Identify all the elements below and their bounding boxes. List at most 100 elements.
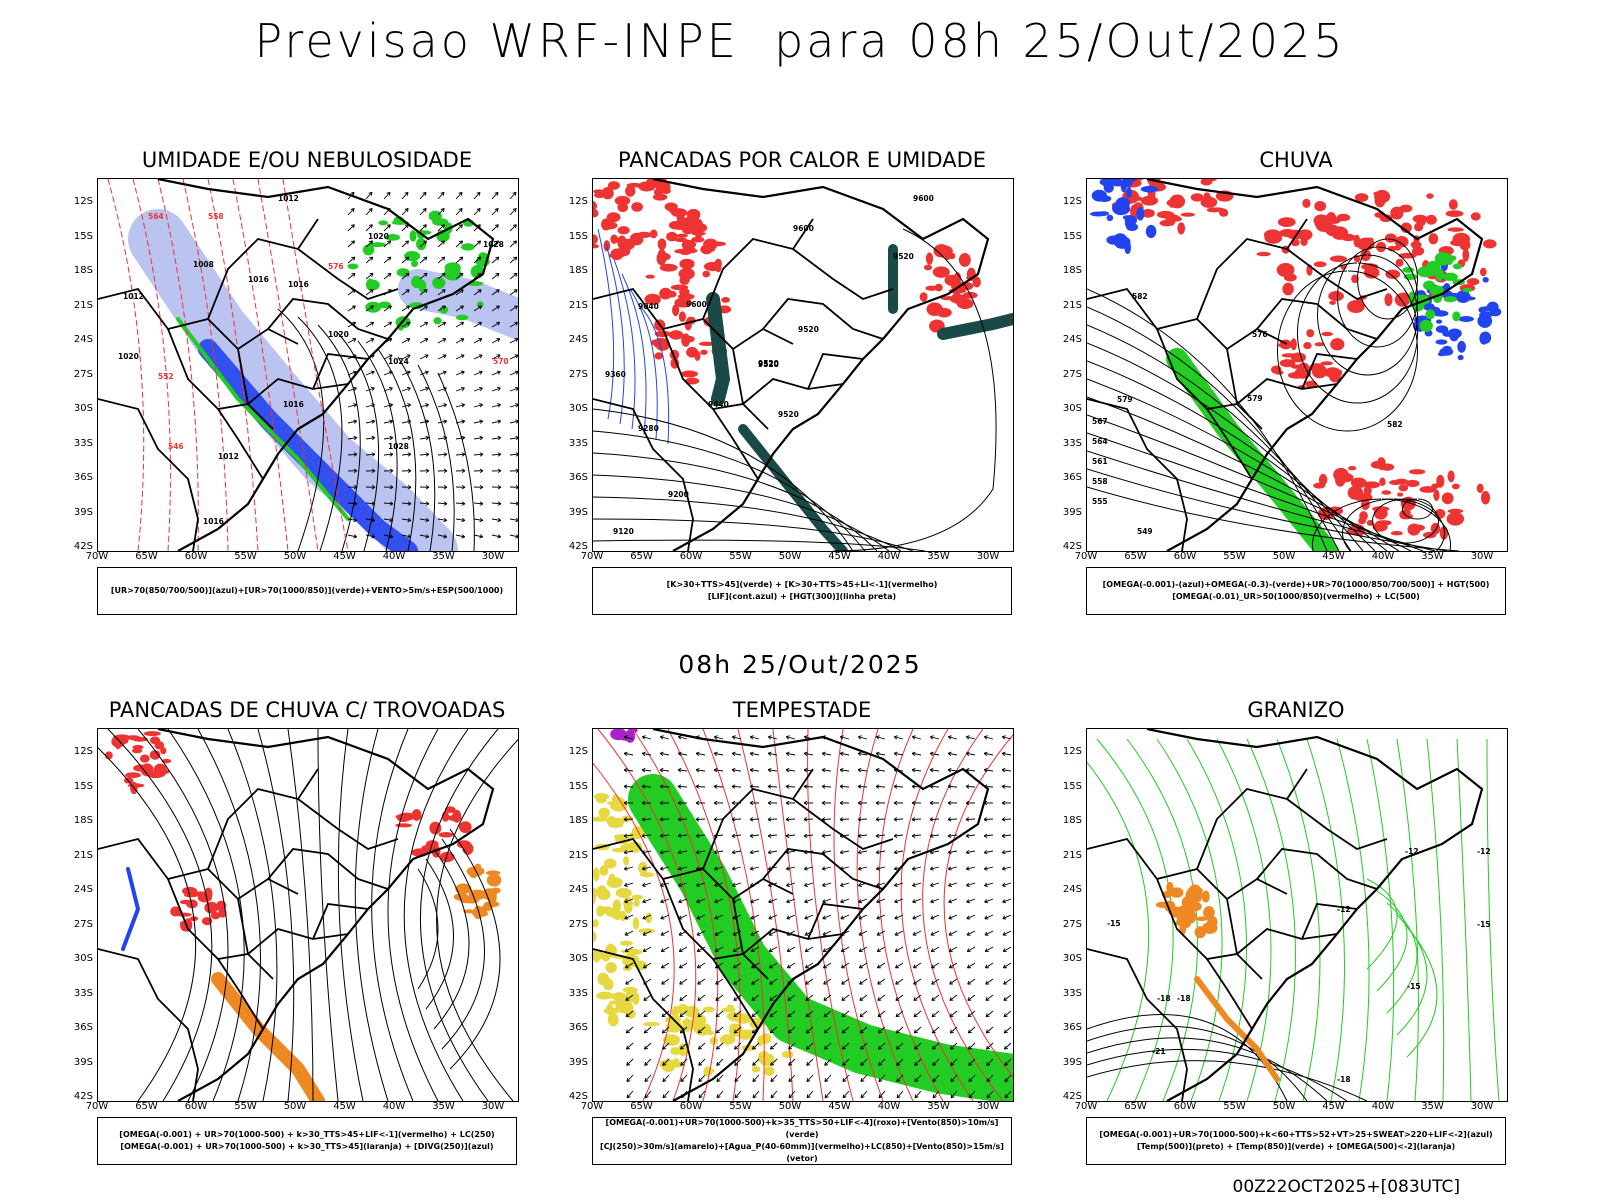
political-border: [98, 948, 199, 1101]
contour-label: 9600: [793, 224, 814, 233]
omega-500-band: [1194, 976, 1280, 1082]
contour-label: -18: [1177, 994, 1191, 1003]
political-border: [712, 408, 759, 480]
political-border: [247, 928, 349, 955]
longitude-label: 60W: [184, 1101, 208, 1112]
contour-label: 9520: [893, 252, 914, 261]
political-border: [217, 408, 264, 480]
contour-label: 582: [1132, 292, 1148, 301]
latitude-label: 21S: [73, 299, 93, 311]
longitude-label: 30W: [481, 1101, 505, 1112]
political-border: [267, 298, 389, 340]
main-title: Previsao WRF-INPE para 08h 25/Out/2025: [254, 14, 1346, 68]
political-border: [1256, 848, 1378, 890]
political-border: [1087, 398, 1188, 551]
valid-time-title: 08h 25/Out/2025: [678, 650, 922, 679]
map-thunderstorms: [97, 728, 519, 1102]
political-border: [1236, 378, 1338, 405]
latitude-label: 12S: [1062, 746, 1082, 757]
longitude-label: 45W: [1322, 551, 1345, 562]
latitude-label: 33S: [568, 987, 588, 999]
contour-label: -15: [1477, 920, 1491, 929]
omega-rh-area: [1313, 457, 1491, 540]
longitude-label: 45W: [828, 1101, 851, 1112]
latitude-label: 42S: [568, 1091, 588, 1102]
latitude-label: 27S: [568, 368, 588, 380]
contour-label: 1016: [248, 275, 269, 284]
legend-line: [Temp(500)](preto) + [Temp(850)](verde) …: [1136, 1142, 1456, 1151]
contour-label: -12: [1337, 905, 1351, 914]
legend-line: [OMEGA(-0.001)-(azul)+OMEGA(-0.3)-(verde…: [1102, 580, 1490, 589]
latitude-label: 33S: [1062, 437, 1082, 449]
political-border: [1206, 408, 1253, 480]
longitude-label: 65W: [1124, 1101, 1147, 1112]
contour-label: -12: [1477, 847, 1491, 856]
legend-line: [LIF](cont.azul) + [HGT(300)](linha pret…: [707, 592, 897, 601]
political-border: [702, 768, 814, 870]
longitude-label: 55W: [729, 551, 752, 562]
political-border: [1256, 298, 1378, 340]
legend-line: [OMEGA(-0.001) + UR>70(1000-500) + k>30_…: [120, 1142, 494, 1151]
latitude-label: 36S: [1062, 472, 1082, 483]
latitude-label: 15S: [1062, 780, 1082, 792]
legend-heat-showers: [K>30+TTS>45](verde) + [K>30+TTS>45+LI<-…: [592, 567, 1012, 615]
run-info: 00Z22OCT2025+[083UTC]: [1232, 1177, 1460, 1197]
latitude-label: 36S: [73, 1022, 93, 1033]
longitude-label: 65W: [630, 1101, 653, 1112]
rain-showers-band: [211, 972, 325, 1101]
longitude-label: 45W: [333, 1101, 356, 1112]
wind-850-area: [628, 774, 1013, 1101]
political-border: [742, 378, 844, 405]
latitude-label: 27S: [73, 368, 93, 380]
latitude-label: 30S: [1062, 403, 1082, 414]
latitude-label: 27S: [1062, 918, 1082, 930]
political-border: [593, 398, 694, 551]
longitude-label: 50W: [283, 551, 307, 562]
contour-label: 558: [1092, 477, 1108, 486]
contour-label: 9520: [778, 410, 799, 419]
wind-vectors: [623, 735, 1012, 1099]
longitude-label: 70W: [580, 551, 604, 562]
political-border: [1301, 353, 1358, 390]
contour-label: 564: [1092, 437, 1108, 446]
latitude-label: 39S: [73, 506, 93, 518]
legend-line: [UR>70(850/700/500)](azul)+[UR>70(1000/8…: [110, 586, 504, 595]
map-heat-showers: 9600 9600 9520 9600 9520 9520 9520 9440 9360 9280…: [592, 178, 1014, 552]
latitude-label: 18S: [568, 265, 588, 276]
longitude-label: 60W: [1173, 551, 1197, 562]
panel-title-rain: CHUVA: [1259, 148, 1333, 172]
longitude-label: 65W: [1124, 551, 1147, 562]
omega-rh-area: [1270, 329, 1345, 390]
contour-label: 567: [1092, 417, 1108, 426]
panel-title-humidity: UMIDADE E/OU NEBULOSIDADE: [141, 148, 473, 172]
contour-label: 1016: [203, 517, 224, 526]
latitude-label: 21S: [568, 299, 588, 311]
political-border: [1087, 837, 1288, 901]
contour-label: -15: [1107, 919, 1121, 928]
latitude-label: 12S: [568, 746, 588, 757]
latitude-label: 12S: [1062, 196, 1082, 207]
li-unstable-area: [919, 244, 981, 333]
contour-label: -18: [1337, 1075, 1351, 1084]
political-border: [1206, 958, 1253, 1030]
longitude-label: 50W: [778, 551, 802, 562]
latitude-label: 24S: [568, 884, 588, 895]
contour-label: 576: [328, 262, 344, 271]
longitude-label: 45W: [1322, 1101, 1345, 1112]
latitude-label: 24S: [568, 334, 588, 345]
contour-label: 9520: [758, 360, 779, 369]
legend-storm: [OMEGA(-0.001)+UR>70(1000-500)+k>35_TTS>…: [592, 1117, 1012, 1165]
latitude-label: 33S: [1062, 987, 1082, 999]
divergence-250: [121, 867, 140, 951]
latitude-label: 39S: [73, 1056, 93, 1068]
contour-label: 1016: [283, 400, 304, 409]
contour-label: -15: [1407, 982, 1421, 991]
isobars: [277, 308, 475, 551]
contour-label: 1020: [328, 330, 349, 339]
panel-title-storm: TEMPESTADE: [732, 698, 872, 722]
longitude-label: 45W: [333, 551, 356, 562]
political-border: [807, 353, 864, 390]
omega-500-area: [1155, 881, 1218, 939]
latitude-label: 15S: [1062, 230, 1082, 242]
contour-label: 9520: [798, 325, 819, 334]
